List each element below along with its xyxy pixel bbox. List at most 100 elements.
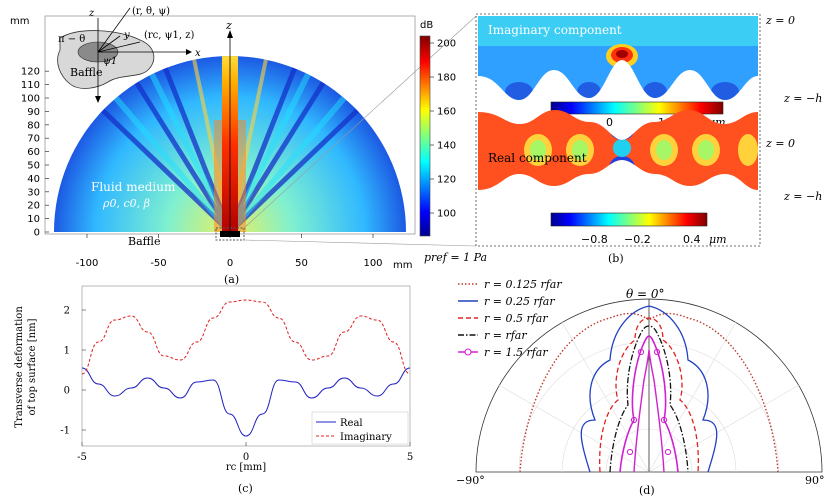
real-zh: z = −h <box>783 190 822 203</box>
a-xtick-label: -100 <box>76 258 99 269</box>
panel-a-mm-label: mm <box>10 16 29 27</box>
c-xtick-label: -5 <box>77 452 87 463</box>
source <box>220 231 240 237</box>
real-cb-unit: μm <box>709 233 727 246</box>
legend-real-label: Real <box>340 418 363 429</box>
a-ytick-label: 10 <box>27 214 40 225</box>
panel-d-label: (d) <box>639 484 655 497</box>
panel-c-label: (c) <box>238 482 253 495</box>
real-cb-tick-1: −0.2 <box>624 233 651 246</box>
panel-c-ticks: -5 0 5 2 1 0 -1 <box>60 306 413 464</box>
a-ytick-label: 0 <box>34 228 40 239</box>
pattern-025 <box>580 305 718 473</box>
a-xtick-label: 100 <box>363 258 382 269</box>
real-colorbar <box>550 212 708 227</box>
a-ytick-label: 20 <box>27 201 40 212</box>
panel-c-ylabel-1: Transverse deformation <box>14 306 25 428</box>
pref-label: pref = 1 Pa <box>424 251 487 264</box>
inset-y-label: y <box>123 30 130 41</box>
c-ytick-label: 1 <box>64 346 70 357</box>
panel-a-xticks: -100 -50 0 50 100 <box>76 234 383 269</box>
a-ytick-label: 60 <box>27 147 40 158</box>
pattern-1 <box>609 325 689 473</box>
a-ytick-label: 110 <box>21 80 40 91</box>
zoom-line-1 <box>243 15 477 229</box>
c-ytick-label: 0 <box>64 386 70 397</box>
z-axis-arrow <box>227 30 233 38</box>
real-cb-tick-0: −0.8 <box>581 233 608 246</box>
inset-psi-label: ψ1 <box>103 56 117 67</box>
legend-d-4: r = 1.5 rfar <box>484 346 548 359</box>
real-title: Real component <box>488 151 587 165</box>
a-ytick-label: 30 <box>27 187 40 198</box>
a-ytick-label: 100 <box>21 94 40 105</box>
polar-right-label: 90° <box>805 474 825 487</box>
cb-tick-label: 140 <box>437 141 456 152</box>
legend-d-0: r = 0.125 rfar <box>484 278 562 291</box>
source-box <box>215 227 245 241</box>
a-ytick-label: 90 <box>27 107 40 118</box>
series-real <box>81 367 411 437</box>
fluid-params-label: ρ0, c0, β <box>102 197 150 210</box>
colorbar-unit: dB <box>420 20 433 31</box>
baffle-label: Baffle <box>128 235 160 248</box>
a-ytick-label: 120 <box>21 67 40 78</box>
a-ytick-label: 80 <box>27 120 40 131</box>
panel-a-label: (a) <box>224 273 239 286</box>
real-z0: z = 0 <box>765 137 795 150</box>
cb-tick-label: 200 <box>437 39 456 50</box>
panel-d-legend: r = 0.125 rfar r = 0.25 rfar r = 0.5 rfa… <box>458 278 562 359</box>
panel-a-colorbar <box>419 35 431 237</box>
panel-c-ylabel-2: of top surface [nm] <box>27 318 38 415</box>
panel-c-series <box>81 299 411 437</box>
panel-b: Imaginary component 0 10 20 μm <box>475 13 822 265</box>
series-imaginary <box>81 299 411 375</box>
legend-d-4-marker <box>464 348 472 356</box>
cb-tick-label: 120 <box>437 175 456 186</box>
a-ytick-label: 40 <box>27 174 40 185</box>
colorbar-ticks: 100 120 140 160 180 200 <box>430 39 456 220</box>
c-xtick-label: 0 <box>243 452 249 463</box>
c-ytick-label: 2 <box>64 306 70 317</box>
legend-imag-label: Imaginary <box>340 432 392 443</box>
inset-z-label: z <box>88 8 95 19</box>
inset-sketch: z x y (r, θ, ψ) π − θ (rc, ψ1, z) ψ1 Baf… <box>57 6 201 103</box>
a-xtick-label: 50 <box>295 258 308 269</box>
imag-cb-tick-0: 0 <box>606 116 613 129</box>
a-ytick-label: 50 <box>27 161 40 172</box>
polar-left-label: −90° <box>456 474 485 487</box>
c-ytick-label: -1 <box>60 426 70 437</box>
fluid-medium-label: Fluid medium <box>91 180 176 194</box>
panel-c: -5 0 5 2 1 0 -1 Transverse deformation of top … <box>14 285 413 495</box>
imag-colorbar <box>550 101 724 115</box>
imag-z0: z = 0 <box>765 14 795 27</box>
cb-tick-label: 100 <box>437 209 456 220</box>
pattern-15 <box>619 335 679 473</box>
imag-zh: z = −h <box>783 92 822 105</box>
real-cb-tick-2: 0.4 <box>683 233 701 246</box>
pattern-15-markers <box>626 348 672 456</box>
legend-d-2: r = 0.5 rfar <box>484 312 548 325</box>
inset-angle-label: π − θ <box>58 34 85 45</box>
panel-c-xlabel: rc [mm] <box>226 462 266 473</box>
inset-baffle-label: Baffle <box>70 66 102 79</box>
c-xtick-label: 5 <box>407 452 413 463</box>
pattern-05 <box>599 317 699 473</box>
panel-a-yticks: 0 10 20 30 40 50 60 70 80 90 100 110 120 <box>21 67 49 239</box>
inset-coords-label: (r, θ, ψ) <box>132 6 170 17</box>
z-axis-label: z <box>225 19 232 32</box>
a-xtick-label: 0 <box>227 258 233 269</box>
pattern-15-inner <box>633 349 665 473</box>
imag-title: Imaginary component <box>488 23 622 37</box>
panel-c-legend <box>311 411 409 445</box>
legend-d-3: r = rfar <box>484 329 527 342</box>
a-xtick-label: -50 <box>150 258 166 269</box>
a-ytick-label: 70 <box>27 134 40 145</box>
panel-a-mm-xlabel: mm <box>393 260 412 271</box>
panel-d: θ = 0° −90° 90° r = 0.125 rfar r = 0.25 … <box>456 278 825 497</box>
inset-x-label: x <box>195 48 201 59</box>
polar-top-label: θ = 0° <box>626 287 665 301</box>
polar-patterns <box>519 305 779 473</box>
